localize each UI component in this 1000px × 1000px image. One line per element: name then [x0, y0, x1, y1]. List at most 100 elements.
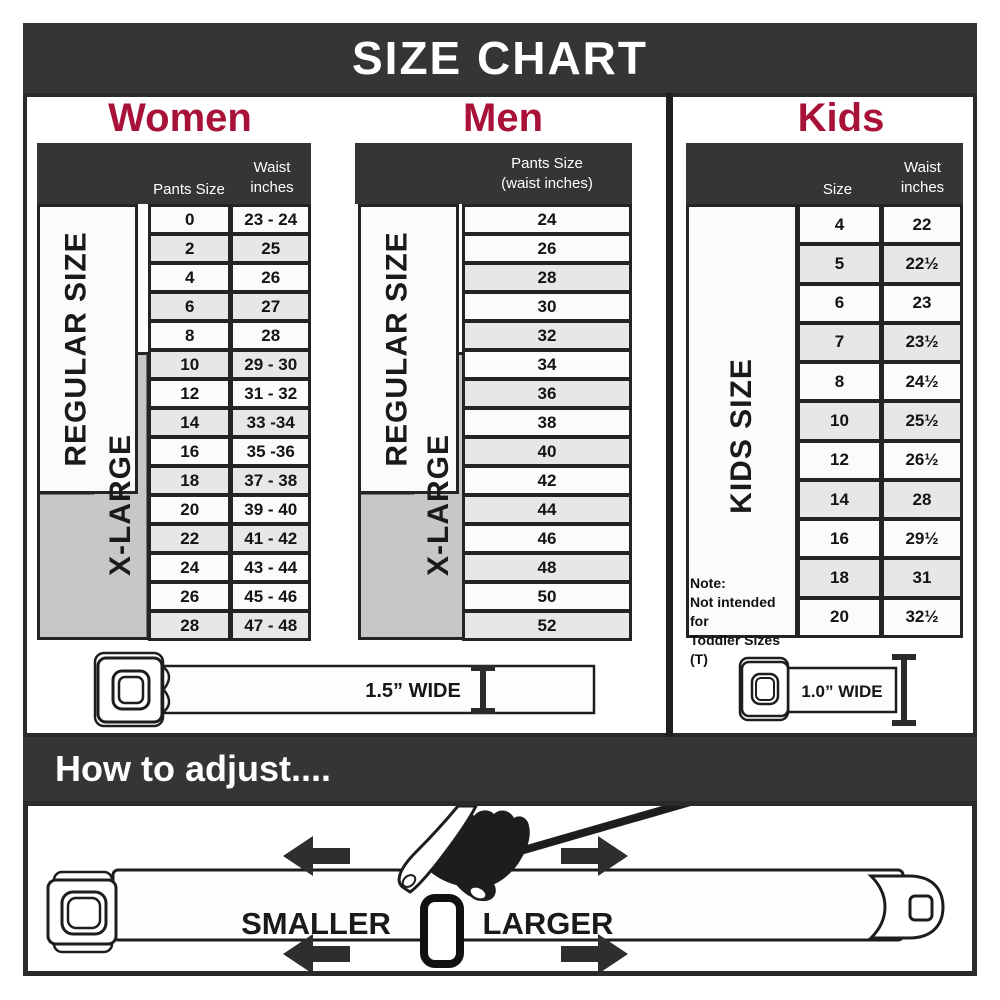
women-section-title: Women: [108, 96, 252, 140]
table-cell: 31: [884, 560, 960, 596]
table-cell: 22: [884, 207, 960, 243]
table-cell: 23 - 24: [233, 207, 308, 232]
men-xlarge-label: X-LARGE: [421, 433, 455, 576]
kids-col2-header: Waist inches: [900, 159, 945, 196]
section-divider: [666, 93, 673, 737]
table-cell: 28: [465, 265, 629, 290]
adult-belt-width-label: 1.5” WIDE: [365, 680, 461, 702]
table-cell: 18: [800, 560, 880, 596]
size-chart-banner: SIZE CHART: [23, 23, 977, 93]
table-cell: 2: [151, 236, 229, 261]
adult-seatbelt-buckle-icon: [93, 651, 171, 728]
table-cell: 33 -34: [233, 410, 308, 435]
kids-section-title: Kids: [797, 96, 885, 140]
men-xlarge-box: X-LARGE: [413, 372, 464, 637]
table-cell: 42: [465, 468, 629, 493]
table-cell: 28: [233, 323, 308, 348]
table-cell: 24: [465, 207, 629, 232]
table-cell: 10: [800, 403, 880, 439]
table-cell: 5: [800, 246, 880, 282]
kids-size-table: 4 22 5 22½ 6 23 7 23½ 8 24½ 10 25½ 12 26½ 14 28 16 29½ 18 3…: [797, 204, 963, 638]
pulled-strap-line: [494, 806, 691, 862]
women-regular-size-box: REGULAR SIZE: [37, 204, 138, 494]
table-cell: 12: [151, 381, 229, 406]
table-cell: 28: [884, 481, 960, 518]
adjust-illustration-panel: SMALLER LARGER: [23, 801, 977, 976]
table-cell: 16: [151, 439, 229, 464]
table-cell: 7: [800, 324, 880, 361]
table-cell: 14: [151, 410, 229, 435]
women-regular-size-label: REGULAR SIZE: [59, 231, 93, 467]
table-cell: 6: [800, 285, 880, 321]
table-cell: 8: [800, 364, 880, 400]
kids-size-box: KIDS SIZE: [686, 204, 798, 638]
table-cell: 37 - 38: [233, 468, 308, 493]
belt-tip: [867, 874, 945, 940]
how-to-adjust-title: How to adjust....: [55, 748, 331, 789]
kids-belt-strap: [786, 666, 898, 714]
table-cell: 0: [151, 207, 229, 232]
kids-width-measure-icon: [892, 654, 916, 726]
seatbelt-buckle-icon: [46, 870, 118, 954]
page-title: SIZE CHART: [352, 32, 648, 84]
table-cell: 24: [151, 555, 229, 580]
table-cell: 25: [233, 236, 308, 261]
larger-label: LARGER: [483, 906, 614, 941]
kids-note: Note: Not intended for Toddler Sizes (T): [690, 575, 780, 667]
kids-col1-header: Size: [822, 181, 853, 198]
table-cell: 47 - 48: [233, 613, 308, 638]
women-xlarge-label: X-LARGE: [103, 433, 137, 576]
table-cell: 4: [800, 207, 880, 243]
table-cell: 39 - 40: [233, 497, 308, 522]
women-table-header: Pants Size Waist inches: [37, 143, 311, 204]
table-cell: 22: [151, 526, 229, 551]
table-cell: 50: [465, 584, 629, 609]
table-cell: 26½: [884, 442, 960, 478]
table-cell: 35 -36: [233, 439, 308, 464]
table-cell: 38: [465, 410, 629, 435]
hand-illustration: [397, 806, 530, 902]
table-cell: 45 - 46: [233, 584, 308, 609]
table-cell: 32½: [884, 599, 960, 635]
table-cell: 32: [465, 323, 629, 348]
table-cell: 43 - 44: [233, 555, 308, 580]
women-col2-header: Waist inches: [250, 159, 294, 196]
table-cell: 36: [465, 381, 629, 406]
table-cell: 52: [465, 613, 629, 638]
table-cell: 25½: [884, 403, 960, 439]
table-cell: 23½: [884, 324, 960, 361]
table-cell: 12: [800, 442, 880, 478]
table-cell: 34: [465, 352, 629, 377]
table-cell: 46: [465, 526, 629, 551]
kids-belt-illustration: 1.0” WIDE: [738, 654, 916, 726]
table-cell: 6: [151, 294, 229, 319]
table-cell: 44: [465, 497, 629, 522]
table-cell: 41 - 42: [233, 526, 308, 551]
table-cell: 26: [233, 265, 308, 290]
smaller-label: SMALLER: [241, 906, 391, 941]
arrow-left-bottom-icon: [283, 934, 350, 971]
table-cell: 4: [151, 265, 229, 290]
arrow-left-top-icon: [283, 836, 350, 876]
table-cell: 18: [151, 468, 229, 493]
kids-belt-width-label: 1.0” WIDE: [801, 682, 882, 701]
table-cell: 48: [465, 555, 629, 580]
men-regular-size-box: REGULAR SIZE: [358, 204, 459, 494]
table-cell: 31 - 32: [233, 381, 308, 406]
women-xlarge-box: X-LARGE: [93, 372, 148, 637]
men-size-table: 24 26 28 30 32 34 36 38 40 42 44 46 48 50 52: [462, 204, 632, 641]
table-cell: 40: [465, 439, 629, 464]
table-cell: 14: [800, 481, 880, 518]
women-size-table: 0 23 - 24 2 25 4 26 6 27 8 28 10 29 - 30 12 31 - 32 14…: [148, 204, 311, 641]
table-cell: 27: [233, 294, 308, 319]
table-cell: 30: [465, 294, 629, 319]
men-regular-size-label: REGULAR SIZE: [380, 231, 414, 467]
arrow-right-bottom-icon: [561, 934, 628, 971]
table-cell: 26: [151, 584, 229, 609]
table-cell: 8: [151, 323, 229, 348]
table-cell: 16: [800, 521, 880, 557]
women-col1-header: Pants Size: [153, 181, 225, 198]
table-cell: 28: [151, 613, 229, 638]
adult-belt-illustration: 1.5” WIDE: [93, 651, 596, 728]
